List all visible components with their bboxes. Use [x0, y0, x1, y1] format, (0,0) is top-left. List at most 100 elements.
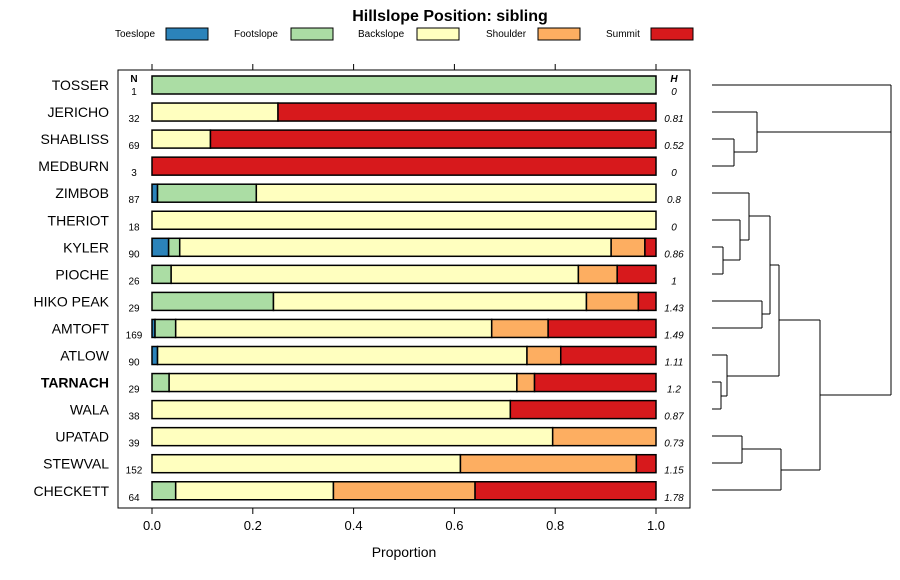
dendro-branch — [727, 264, 780, 377]
bar-segment-shoulder — [610, 237, 646, 258]
bar-segment-shoulder — [516, 372, 536, 393]
legend-swatch — [650, 27, 694, 41]
row-label: MEDBURN — [38, 158, 109, 174]
dendro-branch — [712, 354, 728, 397]
row-h: 1.78 — [664, 493, 684, 504]
bar-segment-summit — [209, 129, 657, 149]
x-tick-label: 0.8 — [546, 518, 564, 533]
bar-segment-shoulder — [490, 318, 549, 339]
bar-segment-backslope — [255, 183, 657, 203]
legend-label: Backslope — [358, 29, 405, 40]
dendrogram — [712, 84, 892, 491]
bar-segment-summit — [509, 399, 657, 420]
row-h: 0.86 — [664, 249, 684, 260]
dendro-branch — [712, 192, 750, 241]
bar-segment-backslope — [151, 399, 512, 420]
x-axis-title: Proportion — [372, 544, 437, 560]
bar-segment-summit — [637, 291, 657, 312]
row-label: TOSSER — [52, 77, 109, 93]
row-n: 90 — [128, 358, 140, 369]
legend-label: Footslope — [234, 29, 278, 40]
legend-label: Summit — [606, 29, 640, 40]
legend-label: Shoulder — [486, 29, 527, 40]
legend: Toeslope Footslope Backslope Shoulder Summit — [115, 27, 694, 41]
legend-swatch — [165, 27, 209, 41]
bar-segment-summit — [644, 237, 657, 258]
row-label: CHECKETT — [34, 483, 110, 499]
row-label: ATLOW — [60, 348, 110, 364]
bar-segment-summit — [151, 156, 657, 176]
row-label: UPATAD — [55, 429, 109, 445]
bar-segment-backslope — [170, 264, 580, 285]
row-n: 32 — [128, 114, 140, 125]
dendro-branch — [712, 246, 724, 275]
bar-segment-backslope — [151, 129, 212, 149]
dendro-branch — [712, 448, 782, 491]
bar-segment-summit — [277, 102, 657, 122]
dendro-branch — [749, 215, 771, 315]
legend-label: Toeslope — [115, 29, 155, 40]
bar-segment-footslope — [167, 237, 181, 258]
row-label: ZIMBOB — [55, 185, 109, 201]
row-h: 1.2 — [667, 385, 681, 396]
row-label: STEWVAL — [43, 456, 109, 472]
bar-segment-summit — [635, 453, 657, 474]
x-tick-label: 0.4 — [345, 518, 363, 533]
bar-segment-toeslope — [151, 345, 159, 366]
dendro-branch — [712, 219, 741, 261]
bar-segment-shoulder — [585, 291, 640, 312]
bar-segment-summit — [616, 264, 657, 285]
row-h: 0.52 — [664, 141, 684, 152]
row-n: 3 — [131, 168, 137, 179]
bar-segment-backslope — [151, 453, 462, 474]
row-h: 1 — [671, 276, 677, 287]
row-n: 64 — [128, 493, 140, 504]
bar-segment-backslope — [151, 102, 279, 122]
bar-segment-footslope — [151, 75, 657, 95]
bar-segment-summit — [547, 318, 657, 339]
x-tick-label: 0.2 — [244, 518, 262, 533]
dendro-branch — [712, 300, 763, 329]
row-n: 152 — [126, 466, 143, 477]
bar-segment-shoulder — [332, 481, 476, 501]
row-h: 0 — [671, 87, 677, 98]
row-n: 29 — [128, 385, 140, 396]
bar-segment-backslope — [156, 345, 528, 366]
bar-segment-shoulder — [459, 453, 638, 474]
dendro-branch — [712, 381, 722, 410]
dendro-branch — [712, 111, 757, 153]
row-label: PIOCHE — [55, 266, 109, 282]
row-n: 169 — [126, 330, 143, 341]
dendro-branch — [712, 138, 734, 167]
row-h: 0.73 — [664, 439, 684, 450]
bar-segment-footslope — [151, 372, 170, 393]
row-h: 0.87 — [664, 412, 684, 423]
x-tick-label: 1.0 — [647, 518, 665, 533]
row-h: 1.11 — [665, 358, 684, 369]
bar-segment-backslope — [174, 481, 335, 501]
dendro-branch — [820, 132, 892, 396]
row-n: 87 — [128, 195, 140, 206]
bar-segment-summit — [533, 372, 657, 393]
row-label: JERICHO — [48, 104, 110, 120]
row-label: SHABLISS — [41, 131, 109, 147]
row-n: 29 — [128, 303, 140, 314]
row-n: 18 — [128, 222, 140, 233]
bar-segment-footslope — [154, 318, 177, 339]
row-h: 0.81 — [664, 114, 683, 125]
row-n: 39 — [128, 439, 140, 450]
bar-segment-footslope — [151, 481, 177, 501]
bar-segment-footslope — [151, 291, 275, 312]
bar-segment-backslope — [272, 291, 588, 312]
bar-segment-toeslope — [151, 237, 170, 258]
row-h: 1.49 — [664, 330, 684, 341]
bar-segment-footslope — [156, 183, 258, 203]
bar-segment-summit — [474, 481, 657, 501]
x-axis: 0.0 0.2 0.4 0.6 0.8 1.0 — [143, 64, 665, 533]
bar-segment-shoulder — [526, 345, 562, 366]
row-label: TARNACH — [41, 375, 109, 391]
row-label: KYLER — [63, 239, 109, 255]
dendro-branch — [779, 319, 821, 471]
bar-segment-toeslope — [151, 183, 159, 203]
